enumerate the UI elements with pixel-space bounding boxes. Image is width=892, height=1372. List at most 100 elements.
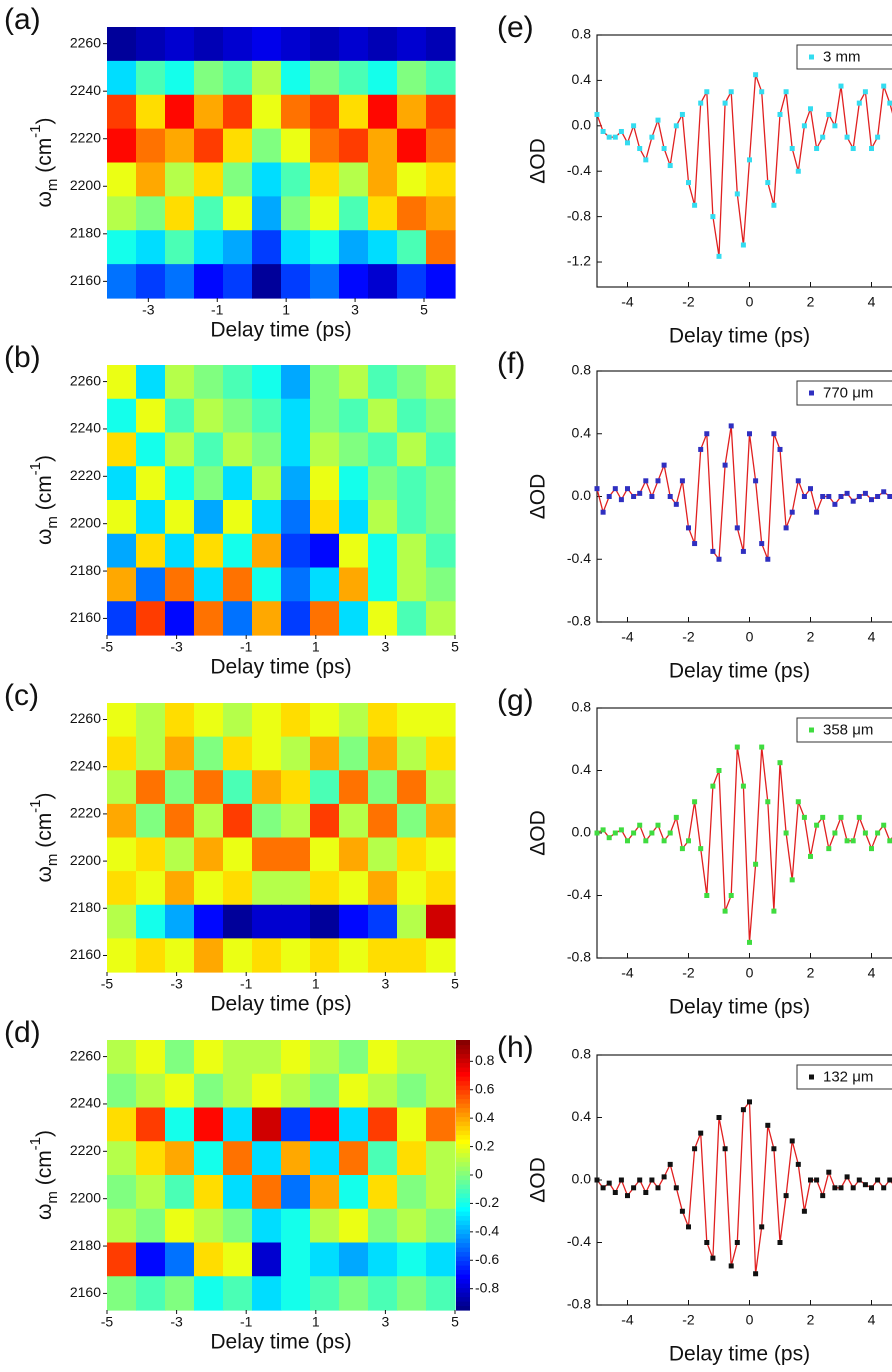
heatmap-cell xyxy=(136,432,166,467)
heatmap-cell xyxy=(368,567,398,602)
x-tick-label: -2 xyxy=(682,629,695,645)
heatmap-cell xyxy=(165,1073,195,1109)
heatmap-cell xyxy=(107,1141,137,1176)
heatmap-cell xyxy=(136,837,166,872)
heatmap-cell xyxy=(252,1107,282,1142)
y-tick-label: 2260 xyxy=(70,710,101,726)
heatmap-cell xyxy=(310,94,340,130)
heatmap-cell xyxy=(107,533,137,569)
heatmap-cell xyxy=(252,500,282,535)
heatmap-cell xyxy=(252,1141,282,1176)
data-point xyxy=(801,494,807,499)
data-point xyxy=(862,490,868,496)
heatmap-cell xyxy=(281,533,311,569)
x-tick-label: 0 xyxy=(746,294,754,310)
data-point xyxy=(887,838,892,844)
legend-marker xyxy=(809,54,814,60)
y-tick-label: 2260 xyxy=(70,34,101,50)
heatmap-cell xyxy=(252,466,282,501)
x-tick-label: -2 xyxy=(682,1312,695,1328)
heatmap-cell xyxy=(310,1276,340,1311)
data-point xyxy=(600,509,606,515)
heatmap-cell xyxy=(223,432,253,467)
data-point xyxy=(820,814,826,820)
heatmap-cell xyxy=(165,1141,195,1176)
heatmap-cell xyxy=(107,1175,137,1210)
panel-label: (e) xyxy=(497,11,534,44)
heatmap-cell xyxy=(223,803,253,839)
heatmap-cell xyxy=(426,196,456,231)
legend-box xyxy=(796,44,892,70)
heatmap-cell xyxy=(281,1073,311,1109)
heatmap-cell xyxy=(397,938,427,973)
heatmap-cell xyxy=(426,736,456,771)
heatmap-cell xyxy=(165,500,195,535)
x-tick-label: 3 xyxy=(351,302,359,318)
data-point xyxy=(673,1185,679,1191)
heatmap-cell xyxy=(107,27,137,62)
data-point xyxy=(801,814,807,820)
data-point xyxy=(722,1146,728,1152)
heatmap-cell xyxy=(281,567,311,602)
data-point xyxy=(808,486,813,492)
data-point xyxy=(808,1177,813,1183)
data-point xyxy=(771,908,777,914)
data-point xyxy=(606,134,612,140)
colorbar-segment xyxy=(456,1274,470,1280)
data-point xyxy=(710,1255,716,1261)
heatmap-cell xyxy=(194,1175,224,1210)
y-tick-label: 2160 xyxy=(70,609,101,625)
heatmap-cell xyxy=(223,1276,253,1311)
heatmap-cell xyxy=(194,500,224,535)
heatmap-cell xyxy=(339,264,369,299)
heatmap-cell xyxy=(281,398,311,434)
heatmap-cell xyxy=(223,904,253,939)
heatmap-cell xyxy=(136,871,166,906)
data-point xyxy=(856,1177,862,1183)
colorbar-segment xyxy=(456,1071,470,1077)
x-tick-label: 4 xyxy=(868,1312,876,1328)
heatmap-cell xyxy=(397,736,427,771)
y-tick-label: 0.4 xyxy=(572,761,592,777)
heatmap-cell xyxy=(339,27,369,62)
data-point xyxy=(820,134,826,140)
data-point xyxy=(643,157,649,163)
heatmap-cell xyxy=(281,500,311,535)
data-point xyxy=(789,146,795,152)
data-point xyxy=(618,128,624,134)
y-axis-label: ΔOD xyxy=(527,474,550,520)
heatmap-cell xyxy=(368,500,398,535)
heatmap-cell xyxy=(223,196,253,231)
heatmap-cell xyxy=(165,837,195,872)
panel-label: (d) xyxy=(4,1016,41,1049)
y-tick-label: 0.8 xyxy=(572,1046,592,1062)
heatmap-cell xyxy=(136,1208,166,1244)
heatmap-cell xyxy=(281,27,311,62)
data-point xyxy=(875,1177,881,1183)
heatmap-cell xyxy=(165,466,195,501)
heatmap-cell xyxy=(339,1208,369,1244)
y-axis-label-part: ) xyxy=(33,1130,56,1137)
heatmap-cell xyxy=(368,803,398,839)
data-point xyxy=(844,490,850,496)
heatmap-cell xyxy=(281,904,311,939)
heatmap-cell xyxy=(426,1276,456,1311)
data-point xyxy=(869,1185,874,1191)
data-point xyxy=(600,1185,606,1191)
heatmap-cell xyxy=(165,94,195,130)
heatmap-cell xyxy=(107,398,137,434)
heatmap-cell xyxy=(223,27,253,62)
heatmap-cell xyxy=(107,904,137,939)
heatmap-cell xyxy=(165,1208,195,1244)
heatmap-cell xyxy=(252,27,282,62)
heatmap-cell xyxy=(281,1107,311,1142)
heatmap-cell xyxy=(136,1040,166,1075)
data-point xyxy=(734,744,740,750)
x-axis-label: Delay time (ps) xyxy=(669,660,810,683)
heatmap-cell xyxy=(310,1107,340,1142)
heatmap-cell xyxy=(165,128,195,164)
heatmap-cell xyxy=(339,162,369,197)
heatmap-cell xyxy=(368,60,398,96)
y-tick-label: 2180 xyxy=(70,899,101,915)
colorbar-tick-label: 0.6 xyxy=(475,1080,495,1096)
